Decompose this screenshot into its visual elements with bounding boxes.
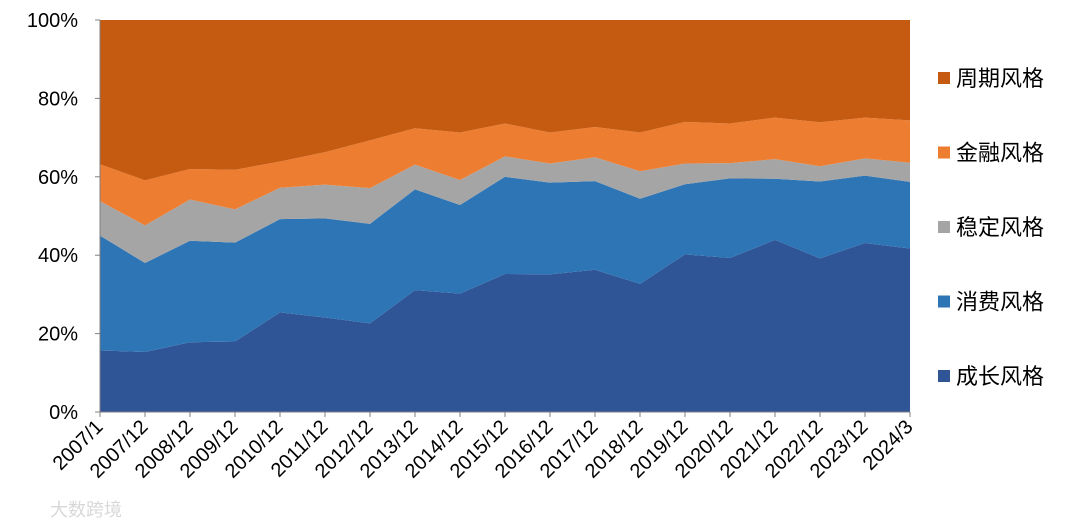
area-series-3 xyxy=(100,117,910,226)
chart-axes xyxy=(95,19,911,417)
y-tick-label: 40% xyxy=(38,245,78,267)
y-tick-label: 100% xyxy=(27,10,78,32)
legend-swatch xyxy=(938,221,950,233)
watermark-text: 大数跨境 xyxy=(50,500,122,521)
area-series-1 xyxy=(100,175,910,353)
watermark: 大数跨境 xyxy=(50,500,122,521)
y-axis-tick-labels: 0% 20% 40% 60% 80% 100% xyxy=(27,10,78,424)
area-series-2 xyxy=(100,156,910,264)
legend-swatch xyxy=(938,146,950,159)
legend-label: 周期风格 xyxy=(956,66,1044,91)
legend-label: 成长风格 xyxy=(956,364,1044,389)
legend-label: 稳定风格 xyxy=(956,215,1044,240)
y-tick-label: 20% xyxy=(38,324,78,346)
x-tick-label: 2024/3 xyxy=(859,416,918,475)
chart-areas xyxy=(100,20,910,412)
y-tick-label: 0% xyxy=(49,402,78,424)
y-tick-label: 60% xyxy=(38,167,78,189)
legend-swatch xyxy=(938,295,950,308)
legend-swatch xyxy=(938,72,950,84)
area-series-0 xyxy=(100,239,910,412)
x-axis-tick-labels: 2007/12007/122008/122009/122010/122011/1… xyxy=(49,416,918,483)
area-series-4 xyxy=(100,20,910,181)
y-tick-label: 80% xyxy=(38,88,78,110)
legend-label: 消费风格 xyxy=(956,290,1044,315)
legend-label: 金融风格 xyxy=(956,141,1044,166)
legend-swatch xyxy=(938,370,950,382)
